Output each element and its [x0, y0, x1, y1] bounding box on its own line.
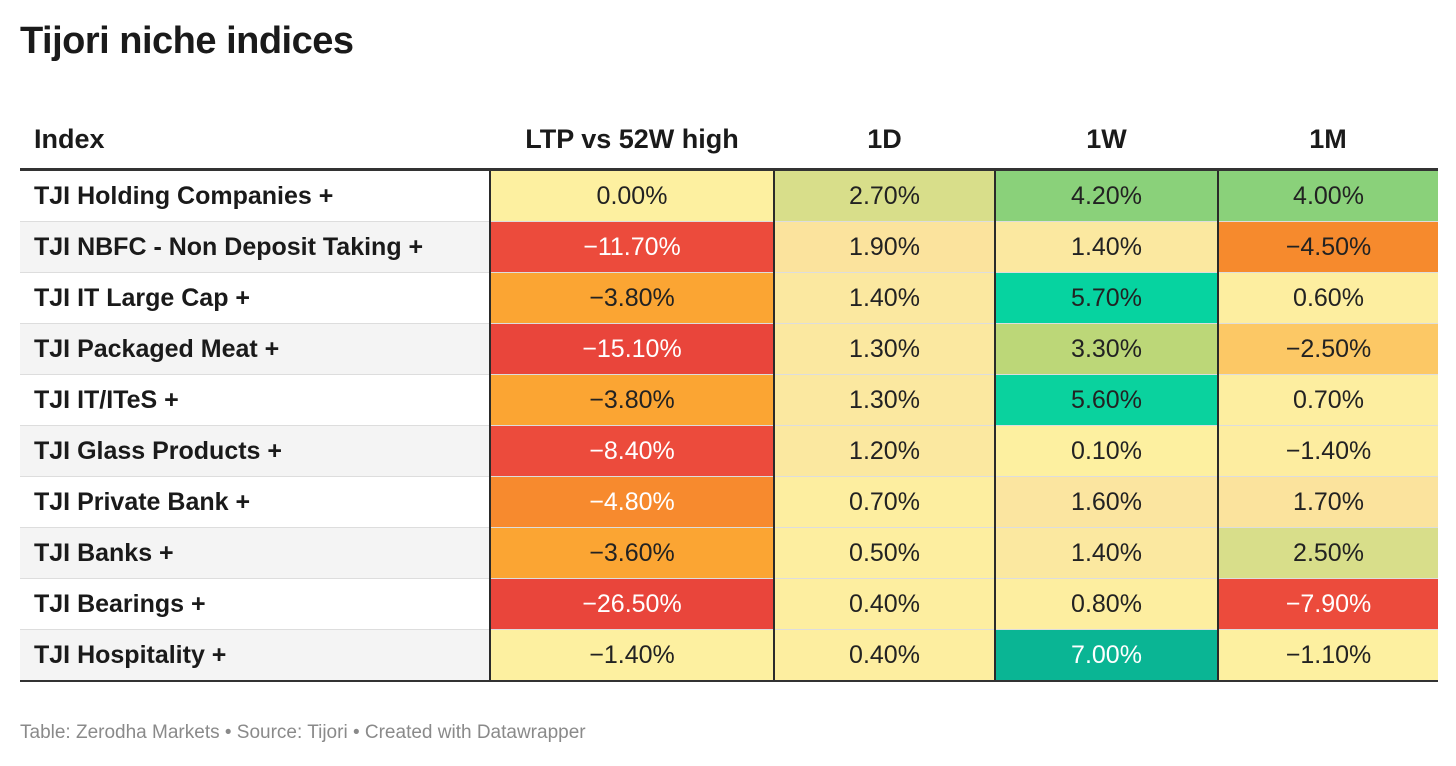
index-name-cell: TJI Private Bank + — [20, 476, 490, 528]
value-cell-1m: 0.70% — [1217, 374, 1438, 426]
index-name-cell: TJI IT Large Cap + — [20, 272, 490, 324]
table-row: TJI NBFC - Non Deposit Taking + −11.70% 1.… — [20, 221, 1438, 273]
value-cell-1w: 1.40% — [994, 527, 1218, 579]
table-row: TJI Banks + −3.60% 0.50% 1.40% 2.50% — [20, 527, 1438, 579]
column-header-1d: 1D — [774, 110, 995, 171]
header-row: Index LTP vs 52W high 1D 1W 1M — [20, 110, 1438, 171]
index-name-cell: TJI NBFC - Non Deposit Taking + — [20, 221, 490, 273]
column-header-1w: 1W — [995, 110, 1218, 171]
value-cell-1w: 5.70% — [994, 272, 1218, 324]
column-header-1m: 1M — [1218, 110, 1438, 171]
table-body: TJI Holding Companies +0.00% 2.70% 4.20% 4.… — [20, 169, 1438, 682]
table-row: TJI Packaged Meat + −15.10% 1.30% 3.30% −2.5… — [20, 323, 1438, 375]
value-cell-1d: 2.70% — [773, 169, 995, 222]
value-cell-ltp-vs-52w-high: −3.80% — [489, 272, 774, 324]
value-cell-1m: −1.10% — [1217, 629, 1438, 682]
value-cell-1w: 3.30% — [994, 323, 1218, 375]
value-cell-1w: 1.40% — [994, 221, 1218, 273]
value-cell-1w: 0.10% — [994, 425, 1218, 477]
value-cell-1d: 1.40% — [773, 272, 995, 324]
table-row: TJI Private Bank + −4.80% 0.70% 1.60% 1.70% — [20, 476, 1438, 528]
index-name-cell: TJI Banks + — [20, 527, 490, 579]
value-cell-1m: −7.90% — [1217, 578, 1438, 630]
value-cell-1m: 2.50% — [1217, 527, 1438, 579]
indices-table: Index LTP vs 52W high 1D 1W 1M TJI Holdi… — [20, 110, 1438, 682]
column-header-index: Index — [20, 110, 490, 171]
value-cell-1w: 0.80% — [994, 578, 1218, 630]
value-cell-1d: 1.90% — [773, 221, 995, 273]
value-cell-ltp-vs-52w-high: 0.00% — [489, 169, 774, 222]
value-cell-ltp-vs-52w-high: −3.60% — [489, 527, 774, 579]
value-cell-1d: 1.30% — [773, 323, 995, 375]
value-cell-1d: 0.40% — [773, 578, 995, 630]
value-cell-ltp-vs-52w-high: −8.40% — [489, 425, 774, 477]
index-name-cell: TJI Packaged Meat + — [20, 323, 490, 375]
value-cell-1m: −2.50% — [1217, 323, 1438, 375]
index-name-cell: TJI Holding Companies + — [20, 169, 490, 222]
value-cell-ltp-vs-52w-high: −11.70% — [489, 221, 774, 273]
value-cell-1d: 0.40% — [773, 629, 995, 682]
value-cell-1d: 0.70% — [773, 476, 995, 528]
value-cell-1d: 1.30% — [773, 374, 995, 426]
table-row: TJI Holding Companies +0.00% 2.70% 4.20% 4.… — [20, 169, 1438, 222]
value-cell-1m: −4.50% — [1217, 221, 1438, 273]
source-note: Table: Zerodha Markets • Source: Tijori … — [20, 722, 586, 743]
index-name-cell: TJI Bearings + — [20, 578, 490, 630]
value-cell-1m: 4.00% — [1217, 169, 1438, 222]
table-row: TJI Bearings + −26.50% 0.40% 0.80% −7.90% — [20, 578, 1438, 630]
column-header-ltp-vs-52w-high: LTP vs 52W high — [490, 110, 774, 171]
table-row: TJI Hospitality + −1.40% 0.40% 7.00% −1.10% — [20, 629, 1438, 682]
chart-title: Tijori niche indices — [20, 20, 354, 62]
value-cell-1d: 0.50% — [773, 527, 995, 579]
table-row: TJI Glass Products + −8.40% 1.20% 0.10% −1.4… — [20, 425, 1438, 477]
index-name-cell: TJI Glass Products + — [20, 425, 490, 477]
table-row: TJI IT Large Cap + −3.80% 1.40% 5.70% 0.60% — [20, 272, 1438, 324]
value-cell-ltp-vs-52w-high: −1.40% — [489, 629, 774, 682]
value-cell-1d: 1.20% — [773, 425, 995, 477]
value-cell-1w: 5.60% — [994, 374, 1218, 426]
index-name-cell: TJI Hospitality + — [20, 629, 490, 682]
value-cell-1m: 1.70% — [1217, 476, 1438, 528]
value-cell-1w: 7.00% — [994, 629, 1218, 682]
table-row: TJI IT/ITeS + −3.80% 1.30% 5.60% 0.70% — [20, 374, 1438, 426]
value-cell-1m: 0.60% — [1217, 272, 1438, 324]
value-cell-ltp-vs-52w-high: −15.10% — [489, 323, 774, 375]
value-cell-1w: 1.60% — [994, 476, 1218, 528]
value-cell-ltp-vs-52w-high: −3.80% — [489, 374, 774, 426]
value-cell-1m: −1.40% — [1217, 425, 1438, 477]
value-cell-1w: 4.20% — [994, 169, 1218, 222]
index-name-cell: TJI IT/ITeS + — [20, 374, 490, 426]
value-cell-ltp-vs-52w-high: −4.80% — [489, 476, 774, 528]
value-cell-ltp-vs-52w-high: −26.50% — [489, 578, 774, 630]
